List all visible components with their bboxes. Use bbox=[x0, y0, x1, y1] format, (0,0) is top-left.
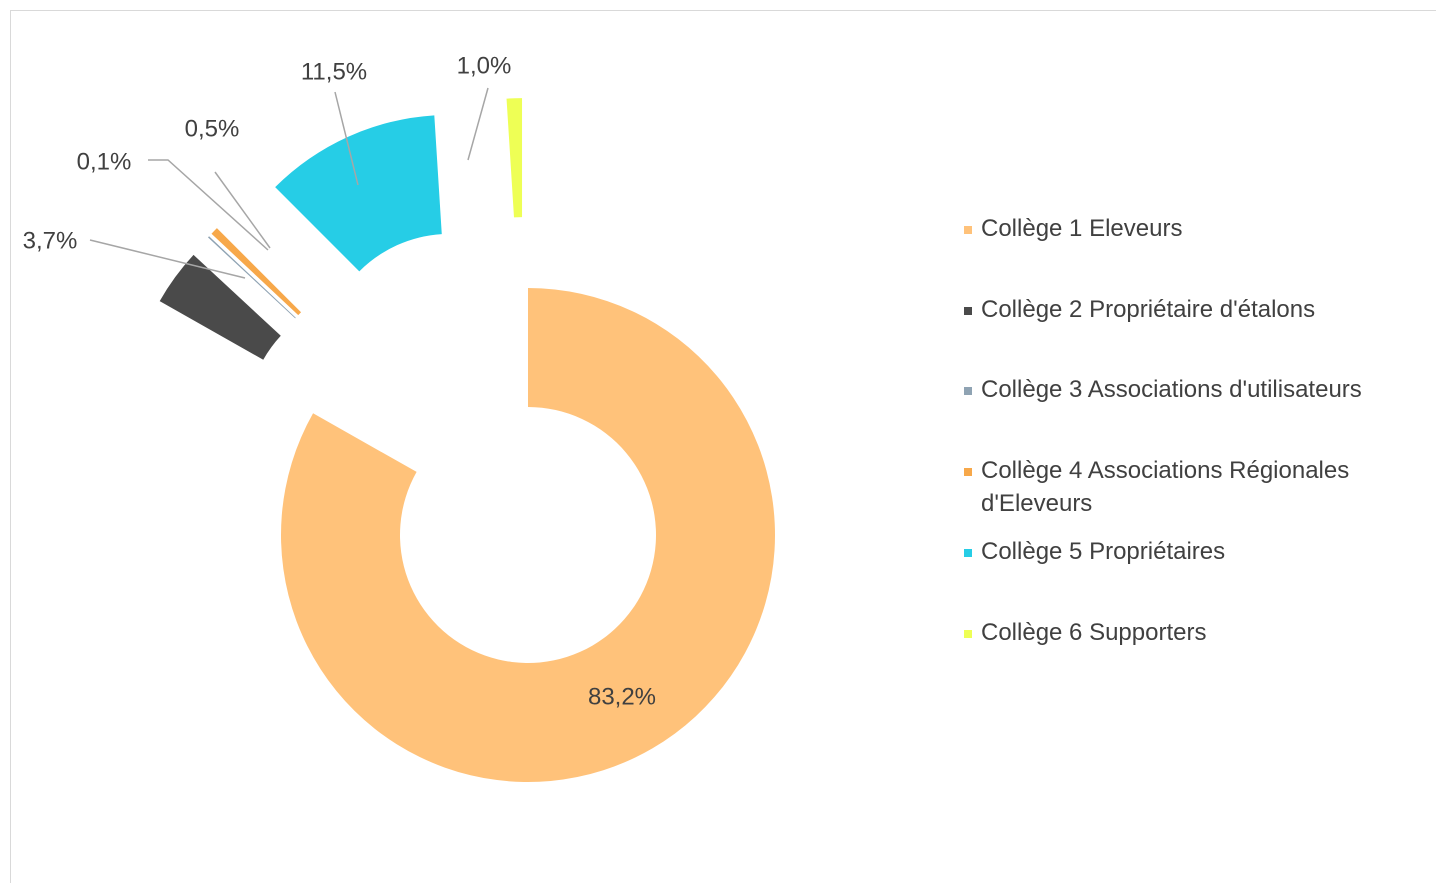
legend-item: Collège 6 Supporters bbox=[962, 616, 1432, 649]
legend-swatch bbox=[964, 468, 972, 476]
slice bbox=[275, 115, 442, 272]
legend-swatch bbox=[964, 226, 972, 234]
legend-item: Collège 5 Propriétaires bbox=[962, 535, 1432, 568]
data-label: 83,2% bbox=[588, 683, 656, 710]
leader-line bbox=[148, 159, 269, 251]
slice bbox=[207, 236, 296, 319]
data-label: 0,5% bbox=[185, 115, 240, 142]
legend-item: Collège 1 Eleveurs bbox=[962, 212, 1432, 245]
legend-swatch bbox=[964, 549, 972, 557]
data-label: 3,7% bbox=[23, 227, 78, 254]
slice bbox=[211, 228, 302, 316]
legend-swatch bbox=[964, 387, 972, 395]
legend-swatch bbox=[964, 307, 972, 315]
legend-label: Collège 1 Eleveurs bbox=[981, 215, 1183, 242]
legend-label: Collège 6 Supporters bbox=[981, 619, 1207, 646]
slice bbox=[281, 288, 776, 782]
legend-item: Collège 3 Associations d'utilisateurs bbox=[962, 373, 1432, 406]
legend-label: Collège 5 Propriétaires bbox=[981, 538, 1226, 565]
leader-line bbox=[467, 87, 489, 161]
legend-item: Collège 2 Propriétaire d'étalons bbox=[962, 293, 1432, 326]
legend-label: Collège 4 Associations Régionales d'Elev… bbox=[981, 457, 1350, 517]
frame bbox=[10, 10, 1436, 883]
leader-line bbox=[334, 91, 359, 186]
legend-swatch bbox=[964, 630, 972, 638]
legend-item: Collège 4 Associations Régionales d'Elev… bbox=[962, 454, 1432, 520]
data-label: 11,5% bbox=[301, 58, 367, 85]
data-label: 0,1% bbox=[77, 148, 132, 175]
legend-label: Collège 2 Propriétaire d'étalons bbox=[981, 296, 1316, 323]
slice bbox=[506, 98, 523, 218]
leader-line bbox=[89, 239, 246, 279]
slice bbox=[159, 254, 281, 360]
data-label: 1,0% bbox=[457, 52, 512, 79]
legend-label: Collège 3 Associations d'utilisateurs bbox=[981, 376, 1362, 403]
leader-line bbox=[214, 171, 271, 249]
